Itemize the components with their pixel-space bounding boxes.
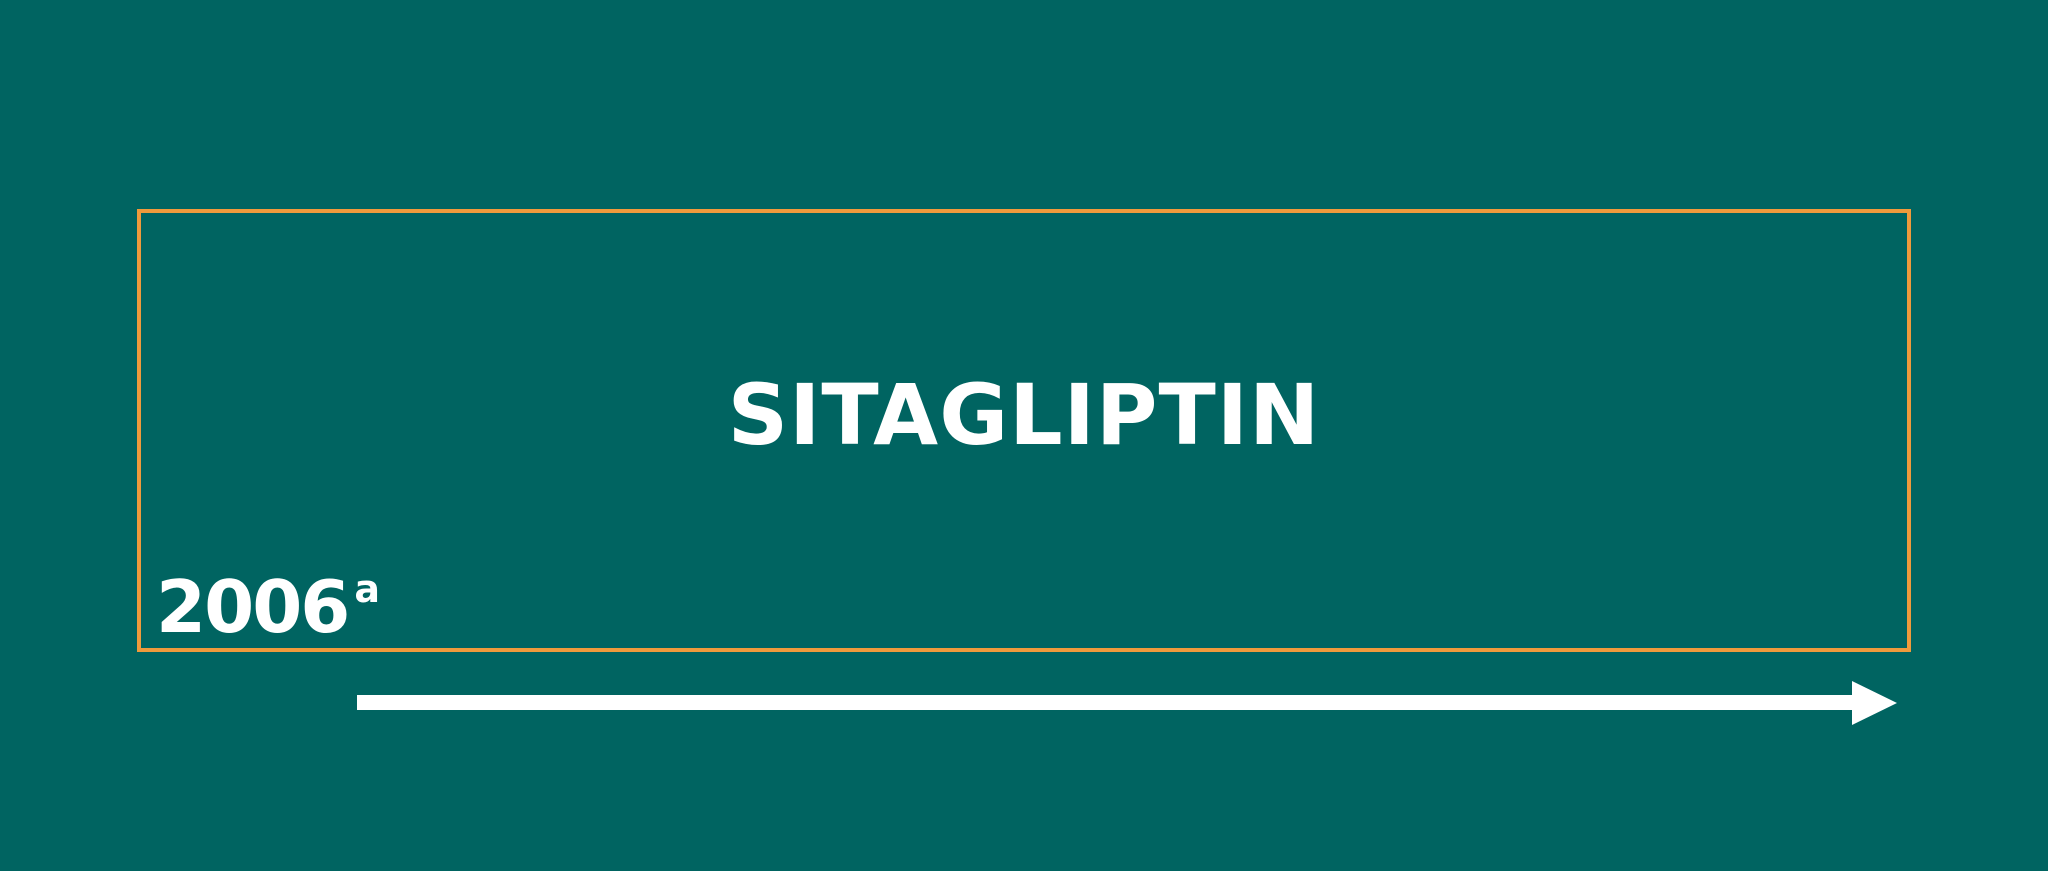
timeline-arrow-shaft (357, 695, 1857, 710)
timeline-arrow-head (1852, 681, 1897, 725)
drug-box (137, 209, 1911, 652)
timeline-arrow (357, 681, 1897, 725)
year-footnote-marker: a (354, 567, 381, 611)
approval-year: 2006 a (156, 567, 380, 659)
year-value: 2006 (156, 565, 350, 649)
drug-name: SITAGLIPTIN (727, 366, 1321, 464)
